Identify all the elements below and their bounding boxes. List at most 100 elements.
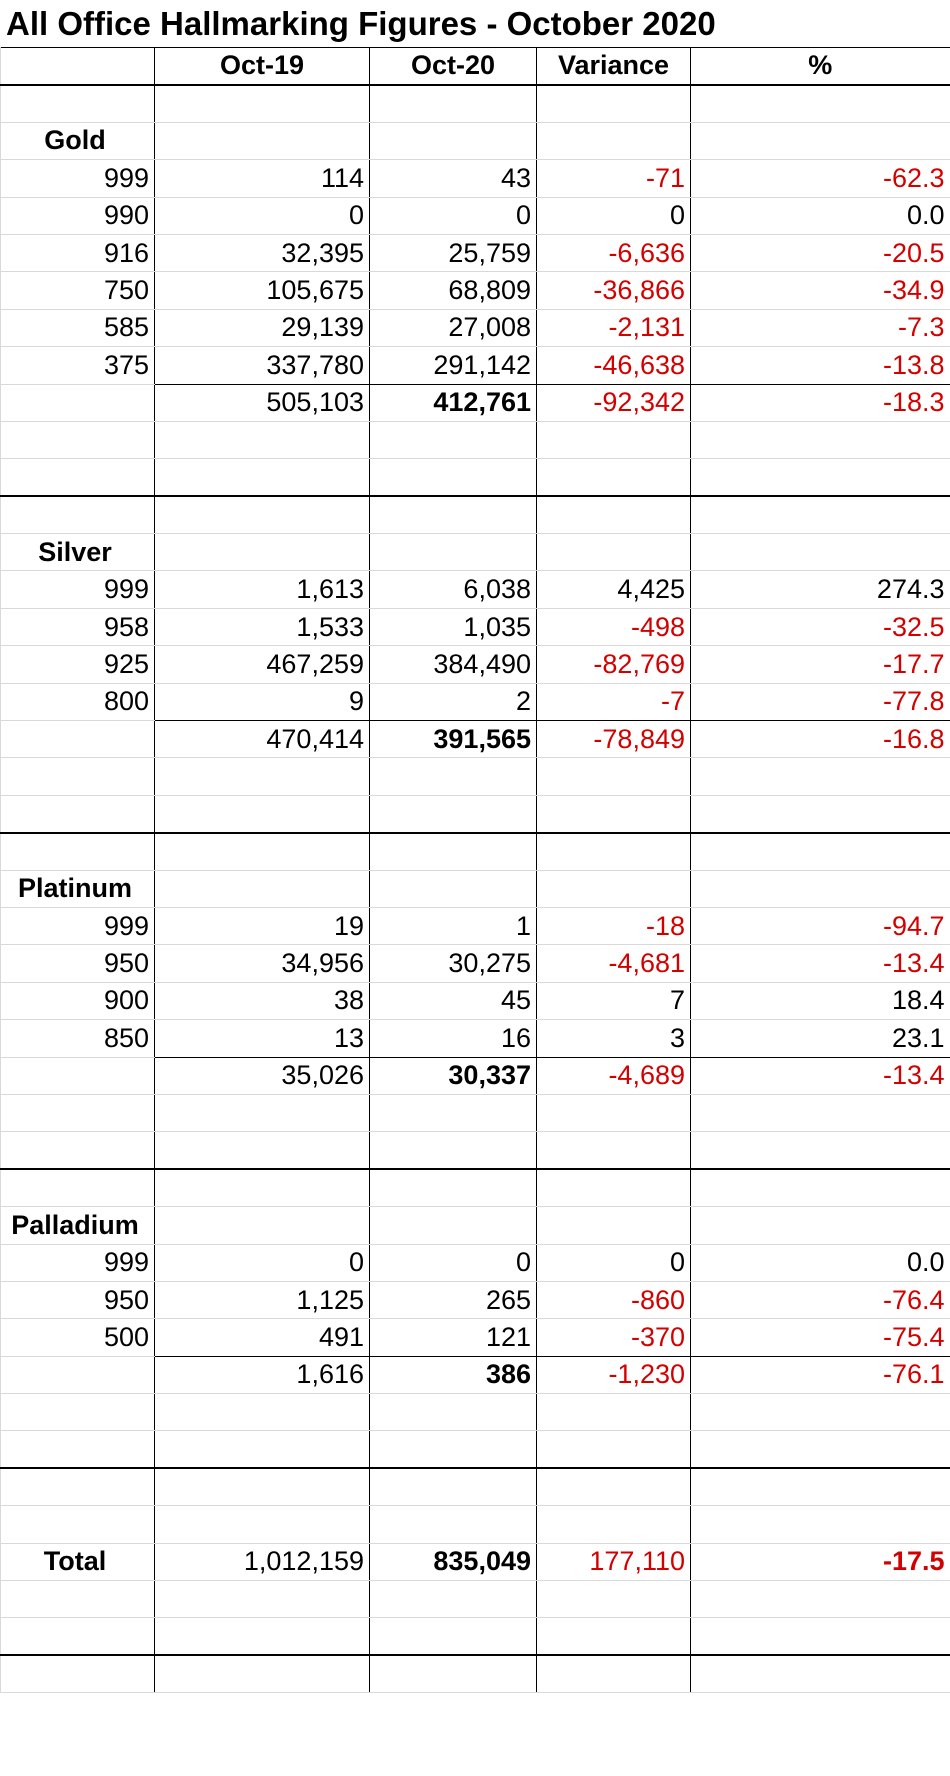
- fineness-cell[interactable]: 958: [0, 608, 155, 647]
- cell[interactable]: [154, 458, 370, 498]
- oct19-cell[interactable]: 38: [154, 982, 370, 1021]
- cell[interactable]: [536, 1505, 691, 1544]
- pct-cell[interactable]: -17.7: [690, 645, 950, 684]
- total-label[interactable]: Total: [0, 1543, 155, 1582]
- cell[interactable]: [536, 122, 691, 161]
- oct20-cell[interactable]: 1,035: [369, 608, 537, 647]
- cell[interactable]: [0, 421, 155, 460]
- cell[interactable]: [154, 421, 370, 460]
- cell[interactable]: [369, 1131, 537, 1171]
- variance-cell[interactable]: -860: [536, 1281, 691, 1320]
- pct-cell[interactable]: -32.5: [690, 608, 950, 647]
- subtotal-oct20[interactable]: 30,337: [369, 1057, 537, 1095]
- header-pct[interactable]: %: [690, 47, 950, 86]
- total-oct20[interactable]: 835,049: [369, 1543, 537, 1582]
- oct19-cell[interactable]: 0: [154, 197, 370, 235]
- oct19-cell[interactable]: 1,125: [154, 1281, 370, 1320]
- cell[interactable]: [0, 1655, 155, 1694]
- cell[interactable]: [369, 1580, 537, 1619]
- cell[interactable]: [536, 757, 691, 796]
- cell[interactable]: [369, 1468, 537, 1507]
- cell[interactable]: [369, 496, 537, 535]
- cell[interactable]: [154, 757, 370, 796]
- cell[interactable]: [154, 795, 370, 834]
- cell[interactable]: [690, 1131, 950, 1171]
- oct19-cell[interactable]: 13: [154, 1019, 370, 1058]
- cell[interactable]: [690, 1580, 950, 1619]
- cell[interactable]: [690, 84, 950, 123]
- cell[interactable]: [154, 122, 370, 161]
- pct-cell[interactable]: -75.4: [690, 1318, 950, 1357]
- cell[interactable]: [154, 1468, 370, 1507]
- subtotal-pct[interactable]: -76.1: [690, 1356, 950, 1395]
- cell[interactable]: [536, 1468, 691, 1507]
- cell[interactable]: [690, 795, 950, 834]
- cell[interactable]: [690, 1617, 950, 1657]
- cell[interactable]: [369, 84, 537, 123]
- oct19-cell[interactable]: 114: [154, 159, 370, 198]
- variance-cell[interactable]: -71: [536, 159, 691, 198]
- oct19-cell[interactable]: 491: [154, 1318, 370, 1357]
- variance-cell[interactable]: -370: [536, 1318, 691, 1357]
- cell[interactable]: [154, 1094, 370, 1133]
- oct20-cell[interactable]: 27,008: [369, 309, 537, 348]
- subtotal-oct20[interactable]: 386: [369, 1356, 537, 1395]
- subtotal-variance[interactable]: -1,230: [536, 1356, 691, 1395]
- fineness-cell[interactable]: 500: [0, 1318, 155, 1357]
- cell[interactable]: [154, 84, 370, 123]
- cell[interactable]: [369, 122, 537, 161]
- section-label[interactable]: Palladium: [0, 1206, 155, 1245]
- cell[interactable]: [154, 1430, 370, 1470]
- cell[interactable]: [0, 84, 155, 123]
- pct-cell[interactable]: 0.0: [690, 1244, 950, 1282]
- header-blank[interactable]: [0, 47, 155, 86]
- subtotal-oct19[interactable]: 1,616: [154, 1356, 370, 1395]
- subtotal-variance[interactable]: -4,689: [536, 1057, 691, 1095]
- fineness-cell[interactable]: 999: [0, 159, 155, 198]
- total-oct19[interactable]: 1,012,159: [154, 1543, 370, 1582]
- total-pct[interactable]: -17.5: [690, 1543, 950, 1582]
- fineness-cell[interactable]: 999: [0, 907, 155, 946]
- cell[interactable]: [690, 757, 950, 796]
- cell[interactable]: [536, 832, 691, 871]
- cell[interactable]: [536, 421, 691, 460]
- pct-cell[interactable]: -76.4: [690, 1281, 950, 1320]
- header-oct20[interactable]: Oct-20: [369, 47, 537, 86]
- fineness-cell[interactable]: 990: [0, 197, 155, 235]
- oct19-cell[interactable]: 0: [154, 1244, 370, 1282]
- oct19-cell[interactable]: 337,780: [154, 346, 370, 385]
- oct20-cell[interactable]: 384,490: [369, 645, 537, 684]
- cell[interactable]: [690, 1094, 950, 1133]
- cell[interactable]: [369, 1169, 537, 1208]
- fineness-cell[interactable]: 850: [0, 1019, 155, 1058]
- fineness-cell[interactable]: 750: [0, 271, 155, 310]
- subtotal-oct19[interactable]: 35,026: [154, 1057, 370, 1095]
- subtotal-oct19[interactable]: 505,103: [154, 384, 370, 422]
- cell[interactable]: [536, 1617, 691, 1657]
- cell[interactable]: [690, 870, 950, 908]
- cell[interactable]: [369, 1505, 537, 1544]
- variance-cell[interactable]: -7: [536, 683, 691, 722]
- fineness-cell[interactable]: 916: [0, 234, 155, 273]
- fineness-cell[interactable]: 800: [0, 683, 155, 722]
- cell[interactable]: [536, 1580, 691, 1619]
- total-variance[interactable]: 177,110: [536, 1543, 691, 1582]
- section-label[interactable]: Gold: [0, 122, 155, 161]
- oct20-cell[interactable]: 45: [369, 982, 537, 1021]
- variance-cell[interactable]: -82,769: [536, 645, 691, 684]
- subtotal-label[interactable]: [0, 1057, 155, 1095]
- subtotal-pct[interactable]: -16.8: [690, 720, 950, 759]
- section-label[interactable]: Silver: [0, 533, 155, 572]
- cell[interactable]: [154, 1617, 370, 1657]
- oct20-cell[interactable]: 16: [369, 1019, 537, 1058]
- pct-cell[interactable]: -62.3: [690, 159, 950, 198]
- subtotal-label[interactable]: [0, 384, 155, 422]
- oct19-cell[interactable]: 1,613: [154, 570, 370, 609]
- cell[interactable]: [154, 1580, 370, 1619]
- subtotal-oct20[interactable]: 391,565: [369, 720, 537, 759]
- cell[interactable]: [536, 1169, 691, 1208]
- pct-cell[interactable]: -34.9: [690, 271, 950, 310]
- header-variance[interactable]: Variance: [536, 47, 691, 86]
- cell[interactable]: [690, 533, 950, 572]
- cell[interactable]: [154, 533, 370, 572]
